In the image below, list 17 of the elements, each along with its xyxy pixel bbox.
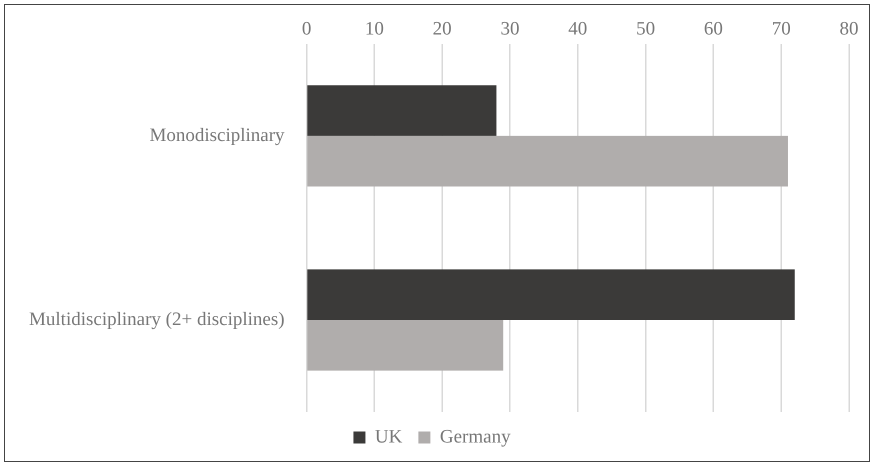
bar bbox=[307, 136, 788, 186]
bar bbox=[307, 320, 504, 371]
x-tick-label: 70 bbox=[772, 18, 791, 40]
bar bbox=[307, 269, 795, 320]
x-tick-label: 0 bbox=[302, 18, 312, 40]
x-tick-label: 50 bbox=[636, 18, 656, 40]
bar bbox=[307, 85, 496, 136]
legend-label: Germany bbox=[440, 426, 512, 448]
x-tick-label: 40 bbox=[568, 18, 588, 40]
x-tick-label: 10 bbox=[364, 18, 384, 40]
x-tick-label: 80 bbox=[840, 18, 858, 40]
x-tick-label: 30 bbox=[500, 18, 520, 40]
y-tick-label: Multidisciplinary (2+ disciplines) bbox=[28, 308, 285, 330]
x-tick-label: 60 bbox=[704, 18, 723, 40]
y-tick-label: Monodisciplinary bbox=[149, 124, 286, 146]
legend-label: UK bbox=[374, 426, 403, 448]
x-tick-label: 20 bbox=[432, 18, 452, 40]
